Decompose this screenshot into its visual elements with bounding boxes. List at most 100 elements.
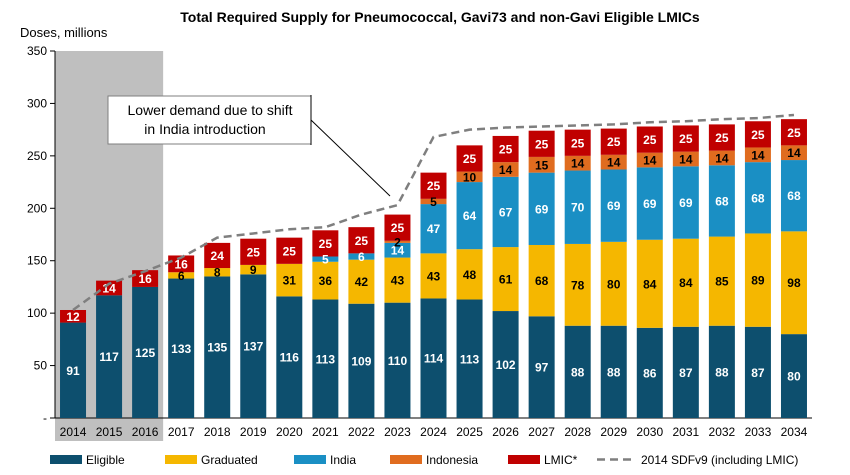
bar-segment — [780, 334, 807, 418]
bar-segment — [420, 172, 447, 199]
legend-label: LMIC* — [544, 453, 578, 467]
y-tick-label: 150 — [27, 254, 47, 268]
bar-value-label: 14 — [715, 151, 729, 165]
bar-value-label: 116 — [280, 351, 300, 365]
bar-segment — [384, 302, 411, 418]
legend-swatch — [50, 455, 82, 464]
x-tick-label: 2024 — [420, 425, 447, 439]
bar-segment — [240, 264, 267, 275]
x-tick-label: 2029 — [600, 425, 627, 439]
bar-segment — [348, 259, 375, 304]
legend-swatch — [390, 455, 422, 464]
legend-swatch — [508, 455, 540, 464]
bar-value-label: 67 — [499, 205, 513, 219]
bar-segment — [312, 261, 339, 300]
legend-label: Graduated — [201, 453, 258, 467]
bar-segment — [600, 128, 627, 155]
bar-value-label: 102 — [496, 358, 516, 372]
bar-segment — [672, 166, 699, 239]
bar-segment — [132, 270, 159, 287]
bar-segment — [348, 227, 375, 254]
x-tick-label: 2017 — [168, 425, 195, 439]
sdf-line — [72, 113, 795, 312]
bar-value-label: 135 — [207, 341, 227, 355]
bar-segment — [708, 325, 735, 418]
bar-segment — [744, 326, 771, 418]
bar-segment — [492, 311, 519, 418]
bar-value-label: 25 — [535, 137, 549, 151]
bar-segment — [744, 147, 771, 163]
bar-segment — [456, 249, 483, 300]
bar-value-label: 14 — [679, 153, 693, 167]
bar-segment — [708, 165, 735, 237]
stacked-bars — [60, 119, 807, 418]
bar-value-label: 25 — [571, 136, 585, 150]
bar-value-label: 9 — [250, 263, 257, 277]
bar-value-label: 68 — [751, 191, 765, 205]
x-tick-label: 2023 — [384, 425, 411, 439]
bar-value-label: 69 — [643, 197, 657, 211]
bar-segment — [168, 272, 195, 279]
bar-segment — [384, 242, 411, 258]
y-tick-label: 300 — [27, 96, 47, 110]
y-tick-label: - — [43, 411, 47, 425]
bar-value-label: 125 — [135, 346, 155, 360]
y-axis-label: Doses, millions — [20, 25, 108, 40]
bar-value-label: 68 — [535, 274, 549, 288]
bar-segment — [636, 152, 663, 168]
bar-segment — [744, 162, 771, 234]
chart-title: Total Required Supply for Pneumococcal, … — [180, 9, 700, 25]
bar-segment — [672, 238, 699, 327]
bar-value-label: 61 — [499, 273, 513, 287]
annotation-text-line-1: Lower demand due to shift — [128, 102, 293, 118]
bar-segment — [780, 145, 807, 161]
bar-segment — [204, 242, 231, 269]
bar-value-label: 85 — [715, 275, 729, 289]
bar-value-label: 14 — [607, 156, 621, 170]
y-tick-label: 50 — [34, 359, 48, 373]
bar-segment — [240, 238, 267, 265]
bar-value-label: 14 — [499, 163, 513, 177]
x-tick-label: 2034 — [781, 425, 808, 439]
x-tick-label: 2026 — [492, 425, 519, 439]
bar-value-label: 25 — [499, 143, 513, 157]
bar-segment — [528, 244, 555, 317]
bar-value-label: 68 — [715, 194, 729, 208]
bar-segment — [672, 326, 699, 418]
bar-segment — [276, 237, 303, 264]
bar-segment — [708, 124, 735, 151]
bar-value-label: 25 — [463, 152, 477, 166]
bar-segment — [528, 156, 555, 173]
x-tick-label: 2019 — [240, 425, 267, 439]
bar-value-label: 8 — [214, 266, 221, 280]
bar-value-label: 5 — [430, 195, 437, 209]
sdf-dashed-line — [72, 113, 795, 312]
bar-segment — [636, 167, 663, 240]
bar-value-label: 89 — [751, 274, 765, 288]
bar-value-label: 110 — [388, 354, 408, 368]
legend-label: Eligible — [86, 453, 125, 467]
bar-segment — [456, 145, 483, 172]
bar-segment — [492, 162, 519, 177]
bar-value-label: 117 — [99, 350, 119, 364]
bar-segment — [420, 253, 447, 299]
x-tick-label: 2027 — [528, 425, 555, 439]
bar-segment — [240, 274, 267, 418]
legend-label: 2014 SDFv9 (including LMIC) — [641, 453, 798, 467]
legend-label: India — [330, 453, 356, 467]
bar-segment — [420, 204, 447, 254]
y-tick-label: 250 — [27, 149, 47, 163]
annotation-box — [107, 95, 312, 145]
bar-segment — [96, 295, 123, 418]
legend-swatch — [165, 455, 197, 464]
bar-segment — [564, 325, 591, 418]
bar-value-label: 88 — [571, 365, 585, 379]
y-tick-label: 100 — [27, 306, 47, 320]
bar-segment — [456, 299, 483, 418]
bar-segment — [780, 160, 807, 232]
bar-value-label: 78 — [571, 278, 585, 292]
bar-segment — [60, 309, 87, 323]
bar-value-label: 84 — [679, 276, 693, 290]
bar-segment — [780, 119, 807, 146]
